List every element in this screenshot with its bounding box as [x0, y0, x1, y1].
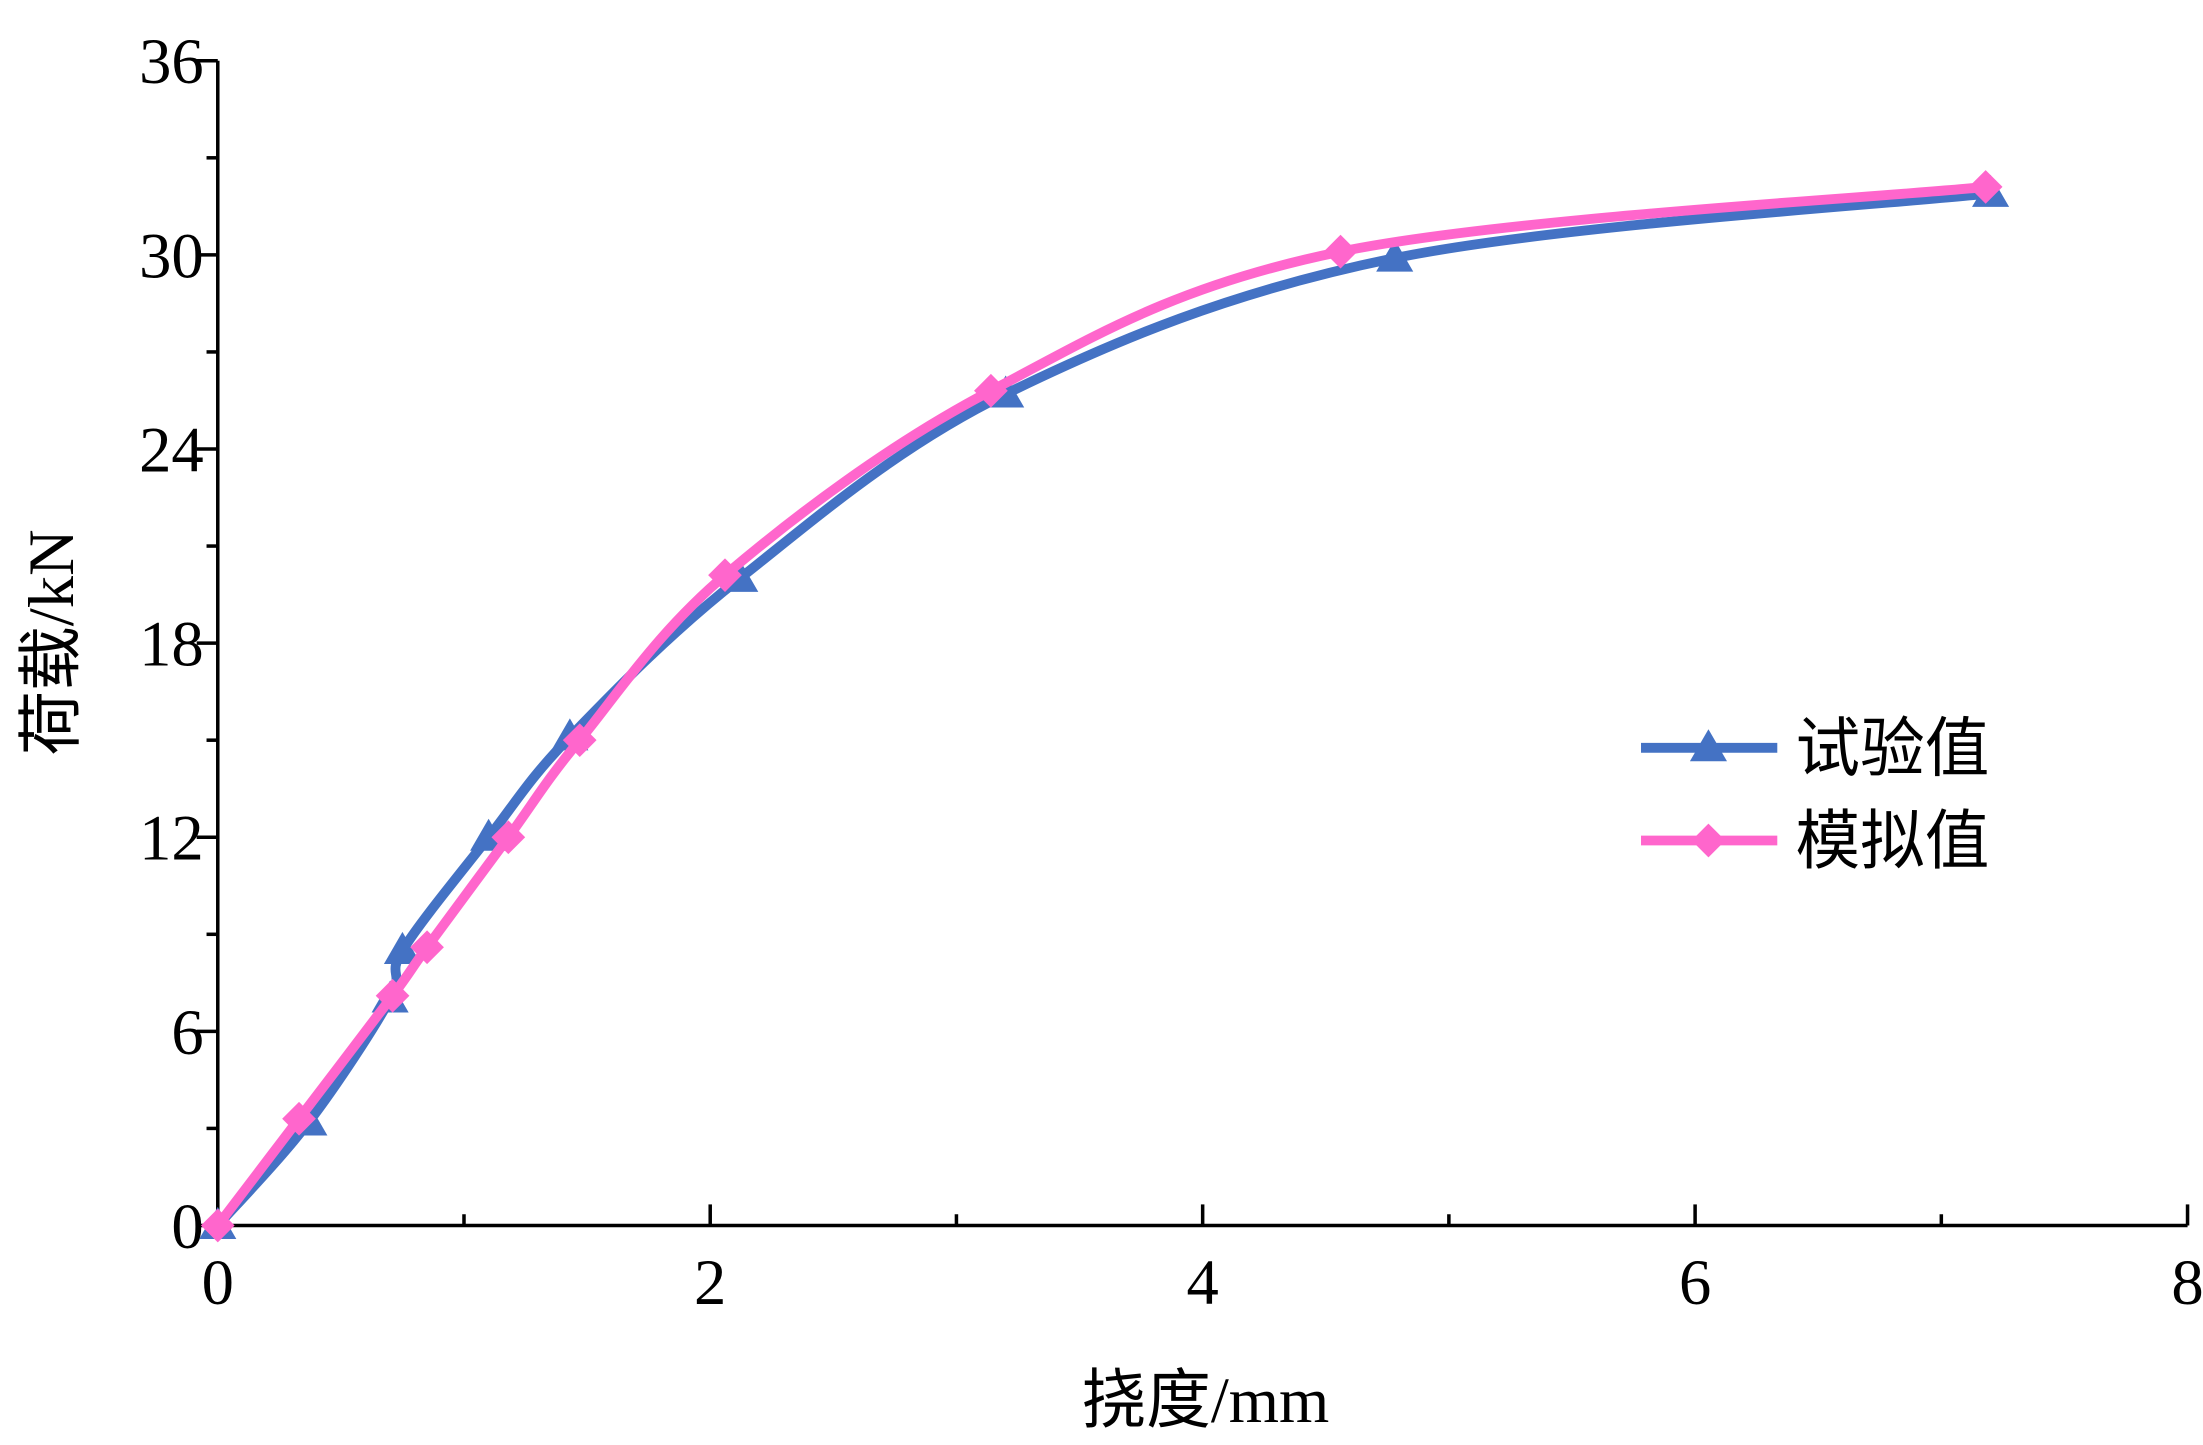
y-axis-label: 荷载/kN — [15, 529, 87, 755]
x-axis-label: 挠度/mm — [1082, 1364, 1330, 1436]
x-tick-label: 0 — [202, 1246, 234, 1318]
y-tick-label: 18 — [139, 608, 204, 680]
marker — [1689, 729, 1727, 762]
y-tick-label: 6 — [171, 996, 203, 1068]
marker — [1376, 239, 1414, 272]
x-tick-label: 8 — [2171, 1246, 2203, 1318]
marker — [562, 723, 597, 758]
y-tick-label: 12 — [139, 802, 204, 874]
x-tick-label: 6 — [1679, 1246, 1711, 1318]
series-line — [213, 182, 1987, 1229]
y-tick-label: 30 — [139, 219, 204, 291]
legend-label: 模拟值 — [1796, 805, 1990, 877]
y-tick-label: 36 — [139, 25, 204, 97]
marker — [1691, 823, 1726, 858]
series-line — [214, 188, 1992, 1229]
x-tick-label: 4 — [1187, 1246, 1219, 1318]
marker — [974, 373, 1008, 408]
marker — [491, 820, 526, 855]
marker — [383, 931, 421, 964]
legend-label: 试验值 — [1796, 712, 1990, 784]
y-tick-label: 0 — [171, 1190, 203, 1262]
marker — [375, 978, 410, 1013]
x-tick-label: 2 — [694, 1246, 726, 1318]
marker — [410, 930, 444, 965]
y-tick-label: 24 — [139, 413, 204, 485]
